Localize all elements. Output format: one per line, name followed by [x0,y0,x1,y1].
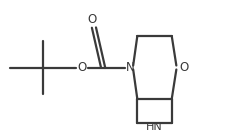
Text: O: O [87,13,97,26]
Text: O: O [78,61,87,74]
Text: O: O [180,61,189,74]
Text: HN: HN [146,122,162,132]
Text: N: N [126,61,135,74]
